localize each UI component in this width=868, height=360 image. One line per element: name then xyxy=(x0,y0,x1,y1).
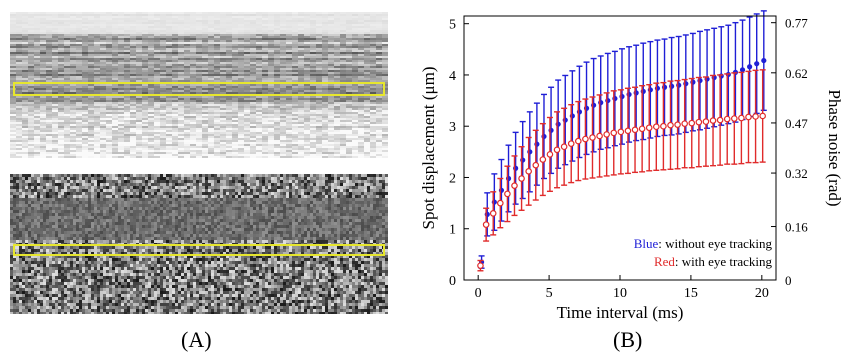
data-point xyxy=(752,113,759,120)
data-point xyxy=(739,67,746,73)
y-tick-label: 2 xyxy=(449,171,456,186)
y2-tick-label: 0.32 xyxy=(785,166,808,181)
data-point xyxy=(539,156,547,163)
data-point xyxy=(482,221,490,228)
data-point xyxy=(567,140,575,147)
legend-key: Blue xyxy=(634,236,659,251)
bottom-roi-box xyxy=(13,244,385,256)
data-point xyxy=(603,131,610,138)
data-point xyxy=(525,168,532,175)
y2-tick-label: 0.47 xyxy=(785,116,808,131)
y-tick-label: 1 xyxy=(449,223,456,238)
y-tick-label: 4 xyxy=(449,69,456,84)
data-point xyxy=(532,161,540,169)
data-point xyxy=(747,64,753,70)
y2-tick-label: 0.62 xyxy=(785,66,808,81)
data-point xyxy=(681,120,688,127)
bottom-oct-phase-image xyxy=(10,174,388,314)
series-blue xyxy=(478,10,767,269)
panel-b-caption: (B) xyxy=(613,327,643,352)
data-point xyxy=(560,143,568,151)
series-red xyxy=(477,69,766,272)
top-roi-box xyxy=(13,82,385,96)
top-oct-intensity-image xyxy=(10,12,388,158)
data-point xyxy=(745,113,752,121)
data-point xyxy=(709,117,717,124)
data-point xyxy=(723,115,731,123)
data-point xyxy=(631,126,639,134)
data-point xyxy=(582,135,589,143)
data-point xyxy=(645,124,653,132)
y-axis-label: Spot displacement (μm) xyxy=(419,66,438,229)
data-point xyxy=(518,175,525,182)
data-point xyxy=(667,121,674,129)
data-point xyxy=(716,116,724,124)
data-point xyxy=(674,121,681,128)
y2-tick-label: 0.77 xyxy=(785,16,808,31)
y-tick-label: 3 xyxy=(449,120,456,135)
x-tick-label: 5 xyxy=(546,286,553,301)
data-point xyxy=(702,118,710,125)
data-point xyxy=(489,210,497,217)
x-tick-label: 10 xyxy=(613,286,627,301)
legend-entry: Blue: without eye tracking xyxy=(634,236,773,251)
legend-text: : without eye tracking xyxy=(658,236,772,251)
data-point xyxy=(504,190,511,198)
data-point xyxy=(688,119,696,127)
data-point xyxy=(477,262,484,269)
panel-a: (A) xyxy=(0,0,400,360)
x-axis-label: Time interval (ms) xyxy=(557,303,684,322)
data-point xyxy=(617,128,625,136)
data-point xyxy=(759,112,766,120)
legend-key: Red xyxy=(654,254,675,269)
legend-text: : with eye tracking xyxy=(675,254,773,269)
data-point xyxy=(596,132,603,140)
data-point xyxy=(695,118,703,126)
data-point xyxy=(511,182,518,189)
y2-tick-label: 0.16 xyxy=(785,220,808,235)
data-point xyxy=(610,129,618,137)
data-point xyxy=(497,199,504,207)
x-tick-label: 0 xyxy=(475,286,482,301)
legend-entry: Red: with eye tracking xyxy=(654,254,773,269)
data-point xyxy=(553,146,561,154)
data-point xyxy=(589,134,596,141)
x-tick-label: 20 xyxy=(755,286,769,301)
y2-axis-label: Phase noise (rad) xyxy=(825,89,844,206)
data-point xyxy=(624,127,632,135)
x-tick-label: 15 xyxy=(684,286,698,301)
data-point xyxy=(653,123,660,131)
data-point xyxy=(761,57,767,64)
data-point xyxy=(731,115,738,122)
legend: Blue: without eye tracking Red: with eye … xyxy=(634,236,773,269)
y2-tick-label: 0 xyxy=(785,273,792,288)
phase-noise-chart: 0 5 10 15 20 0 1 2 3 4 5 0 0.16 0.32 0.47 0.62 0.77 Time … xyxy=(419,10,844,322)
y-tick-label: 5 xyxy=(449,18,456,33)
panel-a-caption: (A) xyxy=(181,327,212,352)
data-point xyxy=(638,125,646,133)
data-point xyxy=(660,122,667,130)
data-point xyxy=(546,151,554,158)
data-point xyxy=(575,137,582,145)
data-point xyxy=(754,61,760,67)
y-tick-label: 0 xyxy=(449,274,456,289)
data-point xyxy=(738,114,745,122)
